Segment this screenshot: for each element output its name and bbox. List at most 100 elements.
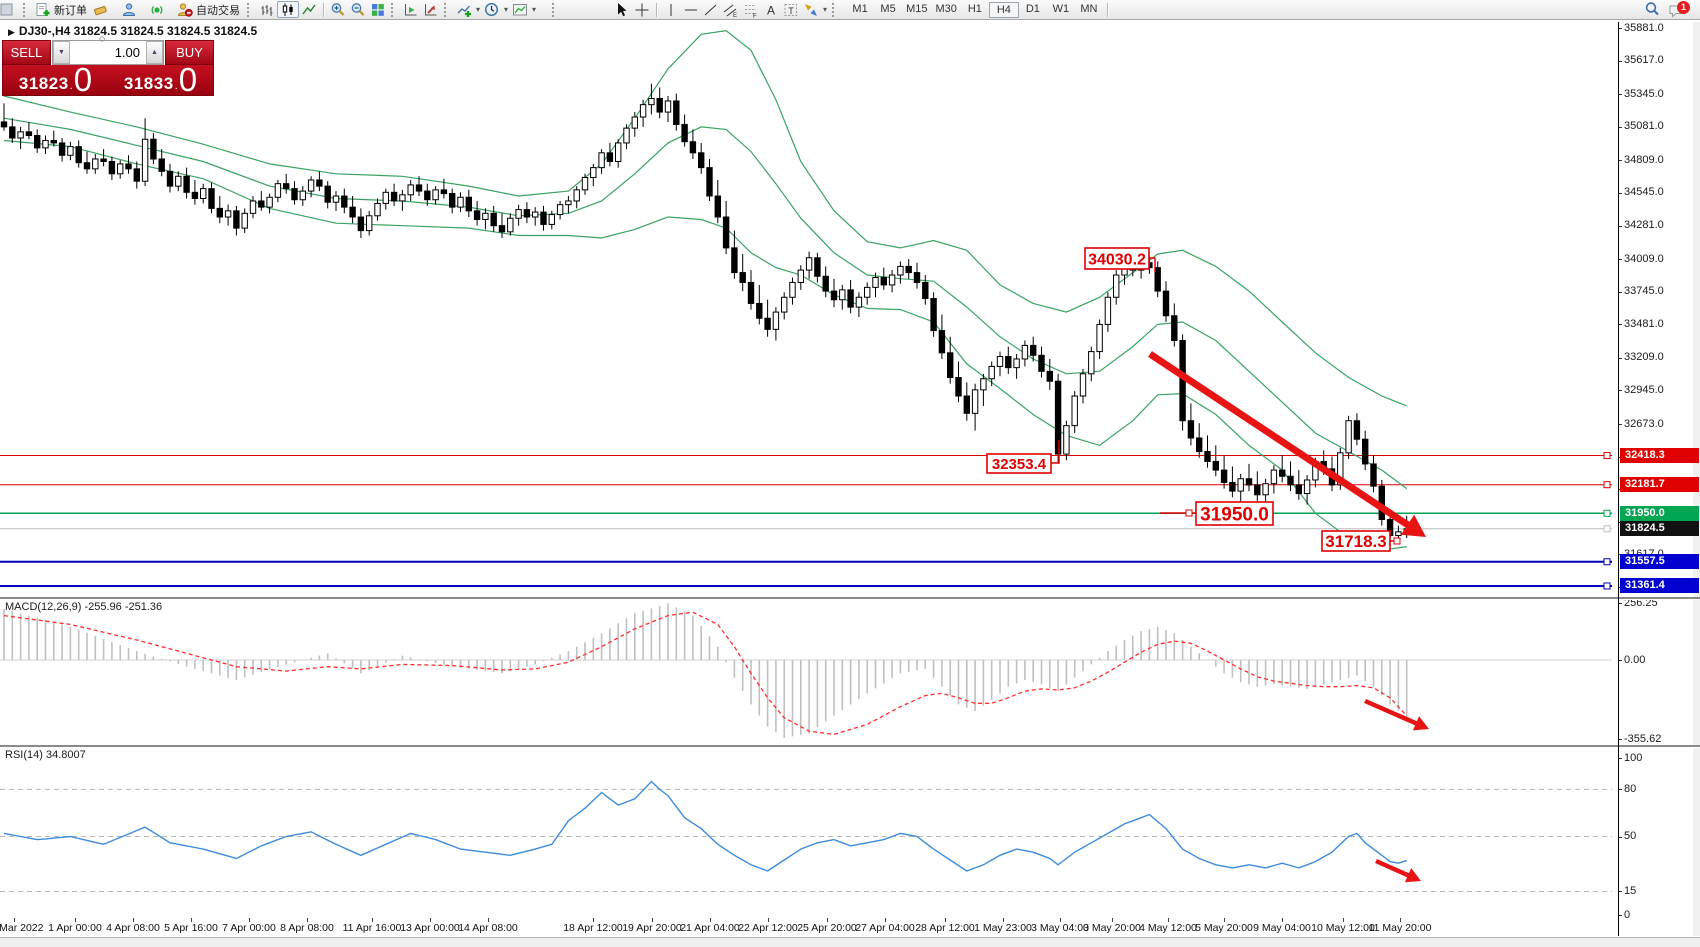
tile-windows-icon[interactable] bbox=[368, 1, 388, 18]
rsi-tick-mark bbox=[1618, 915, 1622, 916]
price-tick-mark bbox=[1618, 94, 1622, 96]
time-tick-mark bbox=[827, 918, 828, 922]
rsi-pane[interactable] bbox=[0, 748, 1618, 918]
autotrading-icon[interactable] bbox=[175, 1, 195, 18]
vertical-line-tool-icon[interactable] bbox=[661, 1, 681, 18]
templates-dropdown-caret[interactable]: ▾ bbox=[532, 5, 537, 14]
price-tag: 31824.5 bbox=[1620, 521, 1699, 537]
price-callout: 34030.2 bbox=[1088, 251, 1146, 268]
time-label: 5 Apr 16:00 bbox=[164, 922, 218, 934]
price-tag: 31361.4 bbox=[1620, 578, 1699, 594]
toolbar-drag-handle bbox=[23, 2, 30, 17]
new-order-icon[interactable] bbox=[33, 1, 53, 18]
buy-button[interactable]: BUY bbox=[165, 40, 214, 65]
periods-clock-icon[interactable] bbox=[482, 1, 502, 18]
buy-price[interactable]: 31833 . 0 bbox=[123, 61, 198, 98]
fibonacci-tool-icon[interactable]: F bbox=[741, 1, 761, 18]
price-tick-mark bbox=[1618, 126, 1622, 128]
candlestick-mode-icon[interactable] bbox=[277, 1, 299, 18]
channel-tool-icon[interactable]: E bbox=[721, 1, 741, 18]
time-label: 11 May 20:00 bbox=[1368, 922, 1432, 934]
arrows-dropdown-caret[interactable]: ▾ bbox=[823, 5, 828, 14]
macd-tick-label: 0.00 bbox=[1624, 653, 1646, 666]
time-label: 14 Apr 08:00 bbox=[458, 922, 518, 934]
time-tick-mark bbox=[191, 918, 192, 922]
toolbar-drag-handle bbox=[552, 2, 559, 17]
text-tool-icon[interactable]: A bbox=[761, 1, 781, 18]
search-icon[interactable] bbox=[1642, 1, 1662, 18]
rsi-tick-mark bbox=[1618, 758, 1622, 759]
price-tick-label: 35617.0 bbox=[1624, 54, 1664, 67]
time-tick-mark bbox=[652, 918, 653, 922]
notifications-chat-icon[interactable]: 1 bbox=[1662, 1, 1692, 18]
timeframe-m1[interactable]: M1 bbox=[852, 2, 868, 15]
profile-icon[interactable] bbox=[119, 1, 139, 18]
auto-scroll-icon[interactable] bbox=[401, 1, 421, 18]
new-order-label[interactable]: 新订单 bbox=[54, 4, 87, 17]
buy-price-main: 31833 bbox=[123, 74, 174, 93]
price-tick-label: 33209.0 bbox=[1624, 351, 1664, 364]
signals-icon[interactable] bbox=[147, 1, 167, 18]
panel-collapse-icon[interactable]: ◇ bbox=[99, 34, 106, 43]
trendline-tool-icon[interactable] bbox=[701, 1, 721, 18]
macd-tick-label: -355.62 bbox=[1624, 732, 1662, 745]
time-label: 22 Apr 12:00 bbox=[738, 922, 798, 934]
pane-splitter[interactable] bbox=[0, 597, 1700, 600]
volume-control: ▼ 1.00 ▲ bbox=[52, 40, 164, 65]
sell-button[interactable]: SELL bbox=[2, 40, 51, 65]
rsi-tick-mark bbox=[1618, 891, 1622, 893]
time-tick-mark bbox=[1060, 918, 1061, 922]
timeframe-d1[interactable]: D1 bbox=[1025, 2, 1040, 15]
time-label: 1 Apr 00:00 bbox=[48, 922, 102, 934]
time-label: 19 Apr 20:00 bbox=[622, 922, 682, 934]
svg-text:A: A bbox=[767, 3, 775, 17]
zoom-out-icon[interactable] bbox=[348, 1, 368, 18]
pane-splitter[interactable] bbox=[0, 745, 1700, 748]
timeframe-h1[interactable]: H1 bbox=[967, 2, 982, 15]
macd-signal-line bbox=[3, 611, 1408, 736]
macd-tick-mark bbox=[1618, 739, 1622, 741]
time-label: 3 May 20:00 bbox=[1083, 922, 1141, 934]
time-tick-mark bbox=[1343, 918, 1344, 922]
templates-icon[interactable] bbox=[510, 1, 530, 18]
price-tick-mark bbox=[1618, 225, 1622, 227]
periods-dropdown-caret[interactable]: ▾ bbox=[504, 5, 509, 14]
toolbar-drag-handle bbox=[832, 2, 839, 17]
crosshair-tool-icon[interactable] bbox=[632, 1, 652, 18]
zoom-in-icon[interactable] bbox=[328, 1, 348, 18]
indicators-dropdown-caret[interactable]: ▾ bbox=[476, 5, 481, 14]
macd-pane[interactable] bbox=[0, 600, 1618, 745]
volume-increase-button[interactable]: ▲ bbox=[146, 41, 163, 64]
volume-input[interactable]: 1.00 bbox=[70, 41, 146, 64]
text-label-tool-icon[interactable]: T bbox=[781, 1, 801, 18]
price-tick-mark bbox=[1618, 60, 1622, 62]
time-label: 27 Apr 04:00 bbox=[855, 922, 915, 934]
time-tick-mark bbox=[133, 918, 134, 922]
timeframe-w1[interactable]: W1 bbox=[1052, 2, 1070, 15]
timeframe-m5[interactable]: M5 bbox=[880, 2, 896, 15]
eraser-icon[interactable] bbox=[91, 1, 111, 18]
arrows-tool-icon[interactable] bbox=[801, 1, 821, 18]
time-label: 1 May 23:00 bbox=[974, 922, 1032, 934]
volume-decrease-button[interactable]: ▼ bbox=[53, 41, 70, 64]
one-click-trading-panel: ◇ SELL ▼ 1.00 ▲ BUY 31823 . 0 31833 . 0 bbox=[2, 34, 214, 98]
indicators-icon[interactable] bbox=[454, 1, 474, 18]
macd-indicator-label: MACD(12,26,9) -255.96 -251.36 bbox=[5, 601, 163, 613]
timeframe-mn[interactable]: MN bbox=[1080, 2, 1098, 15]
timeframe-h4[interactable]: H4 bbox=[988, 1, 1019, 18]
sell-price[interactable]: 31823 . 0 bbox=[18, 61, 93, 98]
bar-chart-mode-icon[interactable] bbox=[257, 1, 277, 18]
timeframe-m30[interactable]: M30 bbox=[935, 2, 957, 15]
price-tick-label: 34281.0 bbox=[1624, 219, 1664, 232]
buy-price-big-digit: 0 bbox=[178, 61, 198, 98]
autotrading-label[interactable]: 自动交易 bbox=[196, 4, 240, 17]
horizontal-line-tool-icon[interactable] bbox=[681, 1, 701, 18]
line-chart-mode-icon[interactable] bbox=[299, 1, 319, 18]
price-tick-mark bbox=[1618, 192, 1622, 194]
rsi-tick-label: 100 bbox=[1624, 751, 1643, 764]
chart-shift-icon[interactable] bbox=[421, 1, 441, 18]
cursor-tool-icon[interactable] bbox=[612, 1, 632, 18]
price-chart-pane[interactable]: 34030.2 32353.4 31950.0 31718.3 bbox=[0, 22, 1618, 597]
timeframe-m15[interactable]: M15 bbox=[906, 2, 928, 15]
